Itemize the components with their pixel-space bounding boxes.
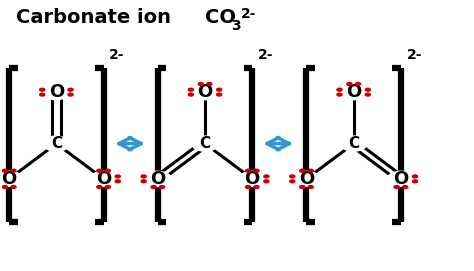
- Circle shape: [300, 169, 305, 172]
- Circle shape: [0, 171, 22, 186]
- Circle shape: [68, 93, 73, 96]
- Circle shape: [141, 180, 146, 183]
- Circle shape: [105, 169, 110, 172]
- Circle shape: [217, 88, 222, 91]
- Text: C: C: [348, 136, 359, 151]
- Circle shape: [151, 186, 156, 188]
- Text: CO: CO: [205, 8, 236, 27]
- Circle shape: [115, 180, 120, 183]
- Circle shape: [254, 186, 259, 188]
- Text: O: O: [393, 170, 409, 188]
- Circle shape: [347, 83, 352, 85]
- Circle shape: [68, 88, 73, 91]
- Text: O: O: [150, 170, 165, 188]
- Circle shape: [300, 186, 305, 188]
- Circle shape: [192, 85, 218, 100]
- Circle shape: [246, 186, 251, 188]
- Text: 3: 3: [231, 19, 241, 33]
- Circle shape: [365, 88, 370, 91]
- Circle shape: [115, 175, 120, 178]
- Circle shape: [40, 93, 45, 96]
- Text: O: O: [1, 170, 17, 188]
- Circle shape: [91, 171, 117, 186]
- Circle shape: [2, 169, 8, 172]
- Circle shape: [141, 175, 146, 178]
- Circle shape: [394, 186, 399, 188]
- Circle shape: [308, 186, 313, 188]
- Circle shape: [337, 88, 342, 91]
- Circle shape: [145, 171, 171, 186]
- Circle shape: [43, 85, 70, 100]
- Circle shape: [340, 136, 367, 151]
- Circle shape: [412, 175, 418, 178]
- Text: 2-: 2-: [240, 7, 256, 21]
- Text: Carbonate ion: Carbonate ion: [16, 8, 171, 27]
- Circle shape: [192, 136, 218, 151]
- Text: 2-: 2-: [109, 48, 125, 62]
- Circle shape: [97, 186, 102, 188]
- Circle shape: [412, 180, 418, 183]
- Text: O: O: [346, 83, 361, 101]
- Circle shape: [264, 175, 269, 178]
- Circle shape: [254, 169, 259, 172]
- Text: C: C: [51, 136, 62, 151]
- Circle shape: [2, 186, 8, 188]
- Circle shape: [290, 180, 295, 183]
- Circle shape: [402, 186, 408, 188]
- Circle shape: [246, 169, 251, 172]
- Circle shape: [97, 169, 102, 172]
- Circle shape: [40, 88, 45, 91]
- Circle shape: [308, 169, 313, 172]
- Circle shape: [188, 93, 193, 96]
- Circle shape: [43, 136, 70, 151]
- Circle shape: [340, 85, 367, 100]
- Circle shape: [293, 171, 319, 186]
- Text: 2-: 2-: [407, 48, 422, 62]
- Circle shape: [217, 93, 222, 96]
- Circle shape: [356, 83, 360, 85]
- Text: O: O: [299, 170, 314, 188]
- Circle shape: [160, 186, 164, 188]
- Circle shape: [365, 93, 370, 96]
- Circle shape: [264, 180, 269, 183]
- Circle shape: [11, 186, 16, 188]
- Text: O: O: [197, 83, 213, 101]
- Circle shape: [105, 186, 110, 188]
- Circle shape: [207, 83, 212, 85]
- Text: O: O: [245, 170, 260, 188]
- Text: O: O: [96, 170, 111, 188]
- Circle shape: [290, 175, 295, 178]
- Circle shape: [188, 88, 193, 91]
- Text: O: O: [49, 83, 64, 101]
- Circle shape: [11, 169, 16, 172]
- Circle shape: [198, 83, 203, 85]
- Circle shape: [388, 171, 414, 186]
- Text: 2-: 2-: [258, 48, 273, 62]
- Circle shape: [239, 171, 265, 186]
- Text: C: C: [200, 136, 210, 151]
- Circle shape: [337, 93, 342, 96]
